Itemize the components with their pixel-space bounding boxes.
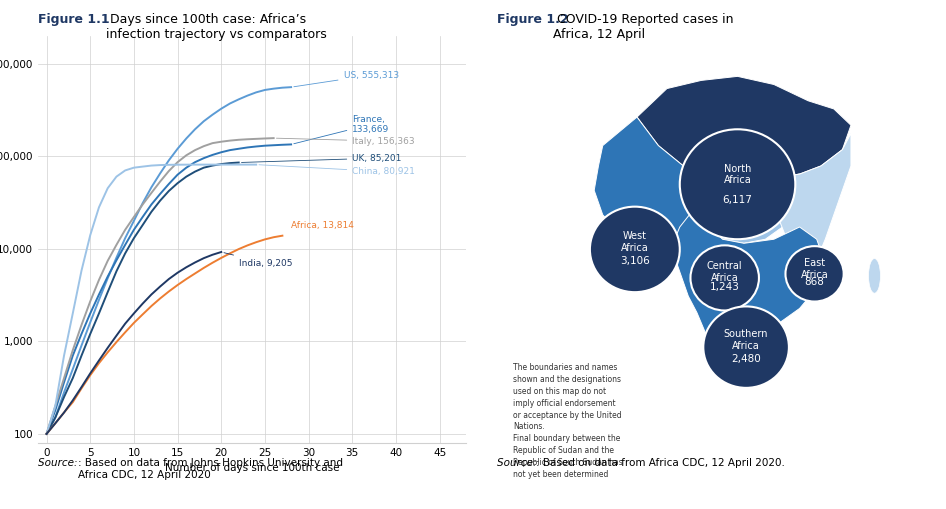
Text: West
Africa: West Africa [621,231,649,252]
Text: Source:: Source: [38,458,80,468]
Text: East
Africa: East Africa [800,258,829,279]
X-axis label: Number of days since 100th case: Number of days since 100th case [165,463,339,473]
Text: US, 555,313: US, 555,313 [294,71,398,87]
Circle shape [785,246,844,301]
Text: : Based on data from Africa CDC, 12 April 2020.: : Based on data from Africa CDC, 12 Apri… [536,458,785,468]
Text: 1,243: 1,243 [710,282,740,292]
Text: 2,480: 2,480 [731,354,761,363]
Text: 868: 868 [805,276,825,287]
Polygon shape [637,76,851,178]
Text: Central
Africa: Central Africa [707,261,743,283]
Polygon shape [594,117,697,247]
Circle shape [590,207,680,292]
Text: North
Africa: North Africa [724,163,751,185]
Polygon shape [672,211,825,357]
Polygon shape [774,133,851,272]
Text: China, 80,921: China, 80,921 [259,165,415,176]
Text: 3,106: 3,106 [620,257,650,266]
Circle shape [703,306,789,388]
Text: India, 9,205: India, 9,205 [224,252,292,268]
Text: Figure 1.1: Figure 1.1 [38,13,110,26]
Text: UK, 85,201: UK, 85,201 [241,154,402,163]
Text: COVID-19 Reported cases in
Africa, 12 April: COVID-19 Reported cases in Africa, 12 Ap… [553,13,734,41]
Circle shape [680,129,796,239]
Text: : Based on data from Johns Hopkins University and
Africa CDC, 12 April 2020: : Based on data from Johns Hopkins Unive… [78,458,342,479]
Circle shape [691,245,759,310]
Text: Figure 1.2: Figure 1.2 [497,13,569,26]
Text: France,
133,669: France, 133,669 [294,115,390,144]
Text: 6,117: 6,117 [723,194,752,205]
Text: Italy, 156,363: Italy, 156,363 [276,136,415,146]
Text: Source:: Source: [497,458,539,468]
Text: Days since 100th case: Africa’s
infection trajectory vs comparators: Days since 100th case: Africa’s infectio… [106,13,326,41]
Text: The boundaries and names
shown and the designations
used on this map do not
impl: The boundaries and names shown and the d… [513,363,622,478]
Text: Southern
Africa: Southern Africa [724,329,768,351]
Ellipse shape [868,259,881,293]
Polygon shape [689,170,808,243]
Text: Africa, 13,814: Africa, 13,814 [291,220,354,230]
